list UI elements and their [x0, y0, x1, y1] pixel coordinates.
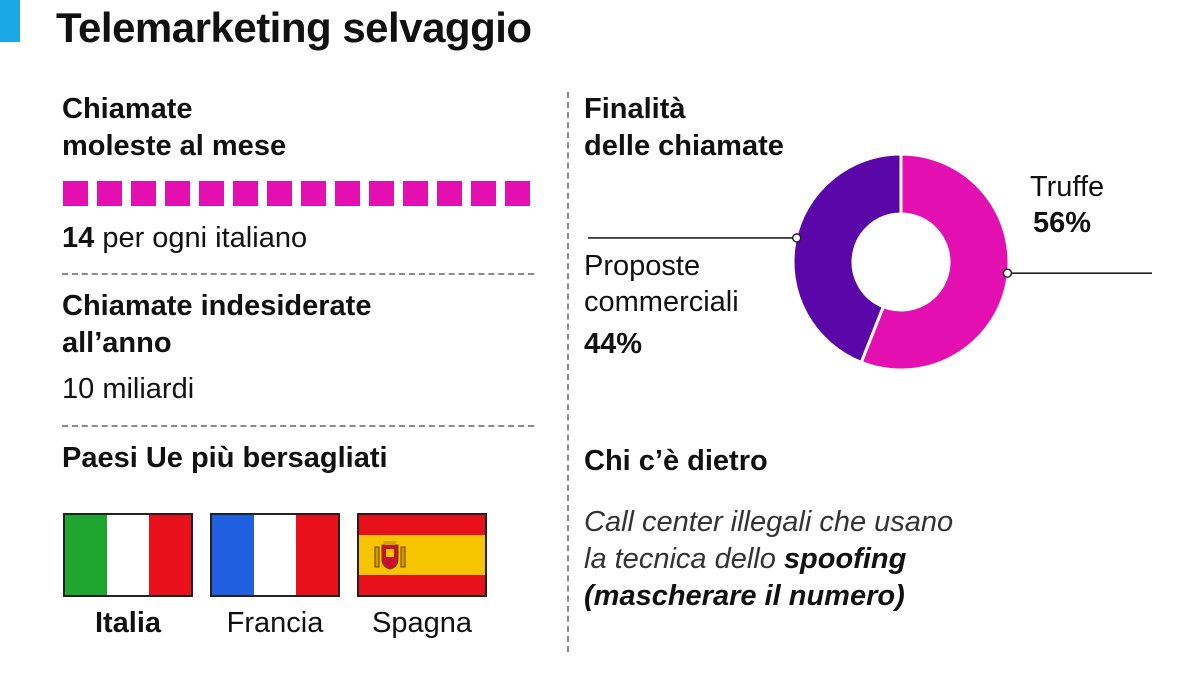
countries-heading: Paesi Ue più bersagliati — [62, 442, 388, 474]
monthly-heading-line1: Chiamate — [62, 93, 193, 125]
call-square — [471, 181, 496, 206]
who-heading: Chi c’è dietro — [584, 445, 768, 477]
call-square — [267, 181, 292, 206]
leader-line-truffe-dot — [1002, 268, 1013, 278]
section-divider-1 — [62, 273, 534, 275]
coat-of-arms-icon — [374, 541, 406, 570]
accent-bar — [0, 0, 20, 42]
who-line2-prefix: la tecnica dello — [584, 543, 784, 575]
who-line1: Call center illegali che usano — [584, 506, 954, 538]
country-label-francia: Francia — [226, 607, 324, 639]
call-square — [97, 181, 122, 206]
call-square — [131, 181, 156, 206]
call-square — [233, 181, 258, 206]
monthly-value-text: per ogni italiano — [94, 222, 308, 254]
legend-proposte-value: 44% — [584, 328, 643, 360]
country-label-spagna: Spagna — [372, 607, 472, 639]
call-square — [63, 181, 88, 206]
monthly-heading-line2: moleste al mese — [62, 130, 287, 162]
france-flag — [210, 513, 340, 597]
call-square — [437, 181, 462, 206]
page-title: Telemarketing selvaggio — [56, 4, 532, 51]
legend-truffe-value: 56% — [1033, 207, 1092, 239]
donut-slice-truffe — [859, 152, 1011, 372]
country-label-italia: Italia — [94, 607, 162, 639]
who-spoofing: spoofing — [783, 543, 907, 575]
call-square — [403, 181, 428, 206]
leader-line-proposte-dot — [791, 233, 802, 243]
call-square — [301, 181, 326, 206]
call-square — [199, 181, 224, 206]
monthly-value: 14 per ogni italiano — [62, 220, 307, 257]
spain-flag — [357, 513, 487, 597]
purpose-heading-line2: delle chiamate — [584, 130, 784, 162]
who-description: Call center illegali che usano la tecnic… — [584, 504, 1024, 615]
call-square — [369, 181, 394, 206]
who-line3: (mascherare il numero) — [584, 580, 905, 612]
calls-pictogram — [63, 181, 530, 206]
yearly-value: 10 miliardi — [62, 373, 195, 405]
monthly-value-number: 14 — [62, 222, 95, 254]
call-square — [165, 181, 190, 206]
call-square — [505, 181, 530, 206]
legend-proposte-name: Proposte commerciali — [584, 250, 739, 318]
donut-slice-proposte — [791, 152, 903, 365]
purpose-heading-line1: Finalità — [584, 93, 686, 125]
yearly-heading-line2: all’anno — [62, 327, 172, 359]
section-divider-2 — [62, 425, 534, 427]
italy-flag — [63, 513, 193, 597]
legend-truffe-name: Truffe — [1030, 171, 1105, 203]
column-divider — [567, 92, 569, 652]
yearly-heading-line1: Chiamate indesiderate — [62, 290, 372, 322]
call-square — [335, 181, 360, 206]
